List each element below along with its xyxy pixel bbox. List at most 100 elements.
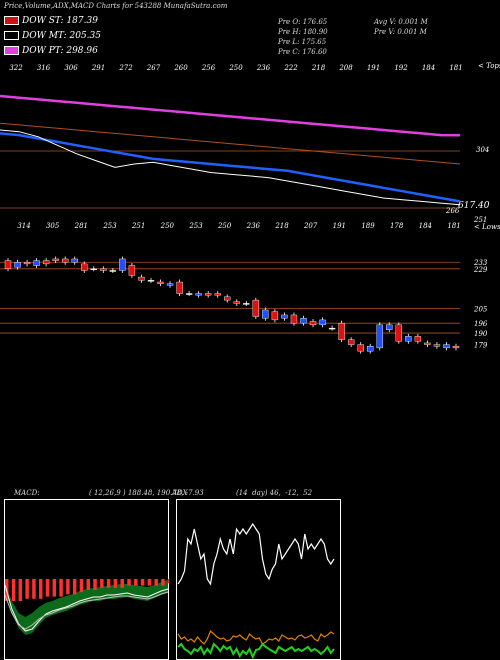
price-right-label: < Lows: [474, 223, 500, 231]
price-top-tick-label: 207: [303, 222, 318, 230]
ema-panel: 322 316 306 291 272 267 260 256 250 236 222 218 208 1…: [0, 62, 500, 215]
candle-body: [395, 324, 403, 342]
price-right-label: 179: [474, 342, 488, 350]
macd-header-values: ( 12,26,9 ) 188.48, 190.78, -7.93: [89, 489, 204, 497]
adx-header: ADX (14 day) 46, -12, 52: [172, 489, 312, 497]
price-top-tick-label: 314: [17, 222, 30, 230]
ema-top-tick-label: 192: [394, 64, 408, 72]
ema-top-tick-label: 236: [256, 64, 271, 72]
candle-body: [300, 318, 307, 324]
ema-top-tick-label: 184: [422, 64, 435, 72]
ema-top-tick-label: 256: [201, 64, 216, 72]
ema-top-tick-label: 191: [367, 64, 380, 72]
candle-body: [128, 265, 136, 276]
ema-right-label: 266: [445, 207, 460, 215]
price-top-tick-label: 236: [246, 222, 261, 230]
ema-top-tick-label: 272: [118, 64, 133, 72]
macd-histogram-bar: [134, 579, 138, 586]
price-top-tick-label: 253: [188, 222, 203, 230]
ema-top-tick-label: 260: [173, 64, 188, 72]
price-top-tick-label: 184: [419, 222, 432, 230]
candle-body: [367, 346, 374, 352]
candle-body: [119, 258, 126, 271]
price-right-label: 251: [473, 216, 487, 224]
candle-body: [309, 321, 317, 326]
ema-right-label: < Tops: [478, 62, 500, 70]
chart-title: Price,Volume,ADX,MACD Charts for 543288 …: [4, 2, 228, 10]
macd-signal-line: [4, 591, 169, 630]
legend-dow-mt: DOW MT: 205.35: [4, 31, 101, 41]
macd-fill-band: [5, 580, 168, 635]
candle-body: [414, 336, 422, 342]
candle-body: [4, 260, 12, 270]
macd-histogram-bar: [45, 579, 50, 597]
price-top-tick-label: 250: [160, 222, 175, 230]
ema-top-tick-label: 208: [338, 64, 353, 72]
legend-label-pt: DOW PT: 298.96: [22, 46, 98, 56]
macd-histogram-bar: [127, 579, 131, 586]
candle-body: [443, 344, 450, 349]
macd-histogram-bar: [93, 579, 97, 590]
macd-histogram-bar: [32, 579, 36, 599]
candle-body: [347, 339, 355, 345]
macd-histogram-bar: [25, 579, 29, 599]
legend-swatch-pt-icon: [4, 46, 19, 55]
macd-histogram-bar: [154, 579, 158, 586]
price-top-tick-label: 181: [447, 222, 460, 230]
candle-body: [386, 324, 393, 330]
candle-body: [166, 283, 174, 286]
legend-dow-st: DOW ST: 187.39: [4, 16, 98, 26]
price-top-tick-label: 191: [333, 222, 346, 230]
candle-body: [52, 258, 59, 261]
ema-series-line: [0, 122, 461, 165]
price-top-tick-label: 189: [361, 222, 375, 230]
candle-body: [243, 303, 250, 305]
ema-series-line: [0, 132, 461, 203]
macd-header: MACD: ( 12,26,9 ) 188.48, 190.78, -7.93: [14, 489, 204, 497]
candle-body: [224, 296, 231, 301]
candle-body: [176, 281, 183, 294]
ema-right-label: 617.40: [458, 201, 490, 211]
macd-histogram-bar: [66, 579, 70, 595]
price-top-tick-label: 251: [131, 222, 145, 230]
candle-body: [185, 293, 193, 295]
adx-series-line: [177, 522, 335, 586]
candle-body: [81, 263, 88, 271]
candle-body: [357, 344, 364, 352]
candle-body: [338, 322, 345, 340]
price-right-label: 205: [473, 305, 488, 313]
candle-body: [100, 268, 107, 271]
candle-body: [376, 324, 383, 349]
candle-body: [262, 309, 269, 319]
ohlc-high: Pre H: 180.90: [278, 28, 328, 36]
ema-top-tick-label: 306: [64, 64, 78, 72]
candle-body: [233, 301, 240, 304]
candle-body: [405, 336, 412, 342]
adx-series-line: [177, 642, 335, 660]
legend-swatch-st-icon: [4, 16, 19, 25]
candle-body: [271, 311, 279, 321]
adx-panel: [176, 499, 341, 660]
macd-histogram-bar: [147, 579, 152, 586]
macd-histogram-bar: [161, 579, 165, 586]
macd-histogram-bar: [18, 579, 23, 601]
ema-top-tick-label: 181: [449, 64, 462, 72]
candle-body: [452, 346, 460, 349]
price-right-label: 233: [473, 259, 488, 267]
macd-histogram-bar: [59, 579, 63, 597]
price-right-label: 190: [474, 330, 488, 338]
macd-histogram-bar: [140, 579, 145, 586]
candle-body: [424, 342, 431, 345]
candle-body: [433, 344, 441, 347]
macd-histogram-bar: [120, 579, 124, 588]
price-top-tick-label: 218: [274, 222, 289, 230]
candle-body: [157, 281, 164, 284]
price-panel: 314 305 281 253 251 250 253 250 236 218 207 191 189 1…: [0, 216, 500, 354]
candle-body: [290, 314, 298, 324]
adx-frame: [176, 499, 341, 660]
price-top-tick-label: 178: [390, 222, 404, 230]
ohlc-low: Pre L: 175.65: [278, 38, 327, 46]
macd-histogram-bar: [11, 579, 16, 601]
ema-series-line: [0, 94, 461, 137]
price-top-tick-label: 305: [46, 222, 60, 230]
